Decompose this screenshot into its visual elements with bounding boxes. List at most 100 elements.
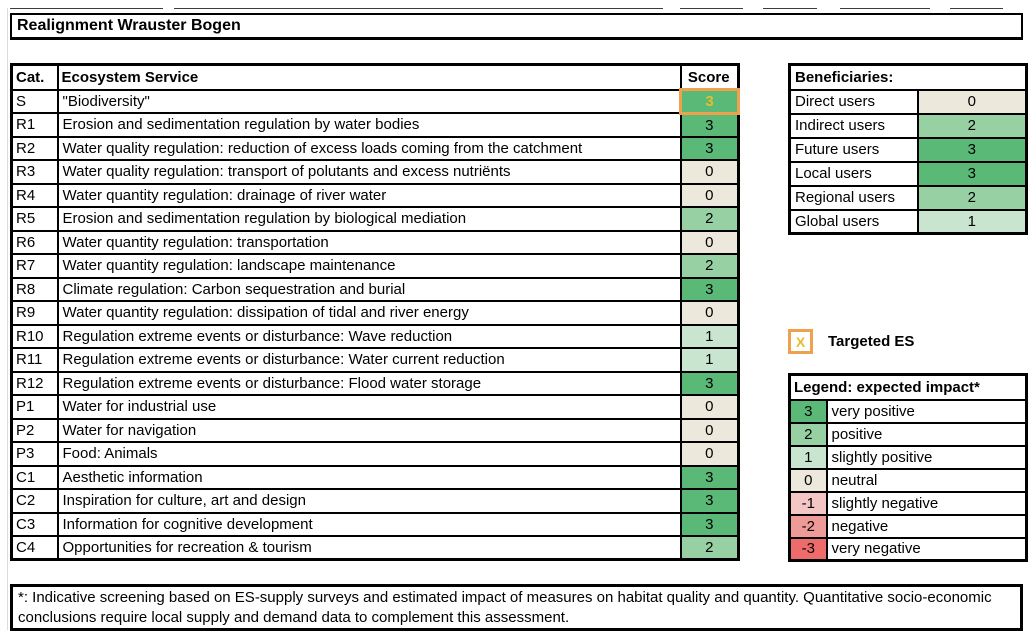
table-row: C3 Information for cognitive development…	[10, 511, 740, 537]
legend-label[interactable]: positive	[825, 421, 1028, 447]
service-cell[interactable]: Water for navigation	[56, 417, 682, 443]
score-cell[interactable]: 0	[679, 229, 740, 255]
category-cell[interactable]: R1	[10, 112, 59, 138]
category-cell[interactable]: R10	[10, 323, 59, 349]
service-cell[interactable]: Erosion and sedimentation regulation by …	[56, 206, 682, 232]
category-cell[interactable]: P2	[10, 417, 59, 443]
score-cell[interactable]: 2	[679, 535, 740, 561]
service-cell[interactable]: Aesthetic information	[56, 464, 682, 490]
category-cell[interactable]: P3	[10, 441, 59, 467]
beneficiary-label[interactable]: Direct users	[788, 88, 919, 115]
score-cell[interactable]: 3	[679, 370, 740, 396]
score-cell[interactable]: 0	[679, 394, 740, 420]
beneficiary-score[interactable]: 3	[916, 160, 1028, 187]
legend-row: 0 neutral	[788, 467, 1028, 493]
score-cell[interactable]: 0	[679, 159, 740, 185]
legend-label[interactable]: slightly positive	[825, 444, 1028, 470]
service-cell[interactable]: Water quality regulation: reduction of e…	[56, 135, 682, 161]
targeted-es-marker[interactable]: X	[788, 329, 813, 354]
service-cell[interactable]: Water quantity regulation: landscape mai…	[56, 253, 682, 279]
score-cell[interactable]: 3	[679, 276, 740, 302]
score-cell[interactable]: 3	[679, 464, 740, 490]
legend-label[interactable]: slightly negative	[825, 490, 1028, 516]
legend-label[interactable]: negative	[825, 513, 1028, 539]
category-cell[interactable]: R3	[10, 159, 59, 185]
score-cell[interactable]: 3	[679, 135, 740, 161]
legend-label[interactable]: neutral	[825, 467, 1028, 493]
beneficiaries-title[interactable]: Beneficiaries:	[788, 63, 1028, 91]
score-cell[interactable]: 1	[679, 323, 740, 349]
service-cell[interactable]: Water quantity regulation: transportatio…	[56, 229, 682, 255]
score-cell-targeted[interactable]: 3	[679, 88, 740, 115]
service-cell[interactable]: Water for industrial use	[56, 394, 682, 420]
category-cell[interactable]: P1	[10, 394, 59, 420]
legend-value[interactable]: 2	[788, 421, 828, 447]
score-cell[interactable]: 3	[679, 488, 740, 514]
legend-title[interactable]: Legend: expected impact*	[788, 373, 1028, 401]
service-cell[interactable]: "Biodiversity"	[56, 88, 682, 114]
beneficiary-label[interactable]: Indirect users	[788, 112, 919, 139]
legend-label[interactable]: very negative	[825, 536, 1028, 562]
beneficiary-label[interactable]: Future users	[788, 136, 919, 163]
service-cell[interactable]: Regulation extreme events or disturbance…	[56, 370, 682, 396]
category-cell[interactable]: R5	[10, 206, 59, 232]
cat-column-header[interactable]: Cat.	[10, 63, 59, 91]
service-cell[interactable]: Regulation extreme events or disturbance…	[56, 323, 682, 349]
service-cell[interactable]: Water quantity regulation: dissipation o…	[56, 300, 682, 326]
category-cell[interactable]: R11	[10, 347, 59, 373]
beneficiary-score[interactable]: 3	[916, 136, 1028, 163]
beneficiary-score[interactable]: 2	[916, 184, 1028, 211]
category-cell[interactable]: R4	[10, 182, 59, 208]
category-cell[interactable]: C1	[10, 464, 59, 490]
category-cell[interactable]: R7	[10, 253, 59, 279]
category-cell[interactable]: R8	[10, 276, 59, 302]
score-cell[interactable]: 2	[679, 253, 740, 279]
legend-value[interactable]: -3	[788, 536, 828, 562]
category-cell[interactable]: R6	[10, 229, 59, 255]
legend-value[interactable]: 3	[788, 398, 828, 424]
category-cell[interactable]: R2	[10, 135, 59, 161]
category-cell[interactable]: C3	[10, 511, 59, 537]
beneficiary-label[interactable]: Local users	[788, 160, 919, 187]
score-cell[interactable]: 3	[679, 511, 740, 537]
score-cell[interactable]: 0	[679, 300, 740, 326]
category-cell[interactable]: C2	[10, 488, 59, 514]
beneficiary-score[interactable]: 1	[916, 208, 1028, 235]
beneficiary-score[interactable]: 0	[916, 88, 1028, 115]
service-cell[interactable]: Opportunities for recreation & tourism	[56, 535, 682, 561]
service-cell[interactable]: Information for cognitive development	[56, 511, 682, 537]
service-cell[interactable]: Water quality regulation: transport of p…	[56, 159, 682, 185]
beneficiary-row: Future users 3	[788, 136, 1028, 163]
beneficiary-label[interactable]: Regional users	[788, 184, 919, 211]
category-cell[interactable]: S	[10, 88, 59, 114]
service-column-header[interactable]: Ecosystem Service	[56, 63, 682, 91]
category-cell[interactable]: R9	[10, 300, 59, 326]
table-header-row: Cat. Ecosystem Service Score	[10, 63, 740, 91]
service-cell[interactable]: Regulation extreme events or disturbance…	[56, 347, 682, 373]
score-cell[interactable]: 0	[679, 182, 740, 208]
legend-label[interactable]: very positive	[825, 398, 1028, 424]
table-row: R5 Erosion and sedimentation regulation …	[10, 206, 740, 232]
score-cell[interactable]: 0	[679, 441, 740, 467]
service-cell[interactable]: Climate regulation: Carbon sequestration…	[56, 276, 682, 302]
category-cell[interactable]: R12	[10, 370, 59, 396]
legend-row: 3 very positive	[788, 398, 1028, 424]
category-cell[interactable]: C4	[10, 535, 59, 561]
table-row: R7 Water quantity regulation: landscape …	[10, 253, 740, 279]
service-cell[interactable]: Erosion and sedimentation regulation by …	[56, 112, 682, 138]
score-cell[interactable]: 0	[679, 417, 740, 443]
score-cell[interactable]: 1	[679, 347, 740, 373]
score-cell[interactable]: 2	[679, 206, 740, 232]
legend-value[interactable]: 1	[788, 444, 828, 470]
legend-value[interactable]: -1	[788, 490, 828, 516]
score-cell[interactable]: 3	[679, 112, 740, 138]
legend-value[interactable]: 0	[788, 467, 828, 493]
score-column-header[interactable]: Score	[679, 63, 740, 91]
beneficiary-score[interactable]: 2	[916, 112, 1028, 139]
service-cell[interactable]: Inspiration for culture, art and design	[56, 488, 682, 514]
legend-value[interactable]: -2	[788, 513, 828, 539]
service-cell[interactable]: Water quantity regulation: drainage of r…	[56, 182, 682, 208]
table-row: P1 Water for industrial use 0	[10, 394, 740, 420]
service-cell[interactable]: Food: Animals	[56, 441, 682, 467]
beneficiary-label[interactable]: Global users	[788, 208, 919, 235]
